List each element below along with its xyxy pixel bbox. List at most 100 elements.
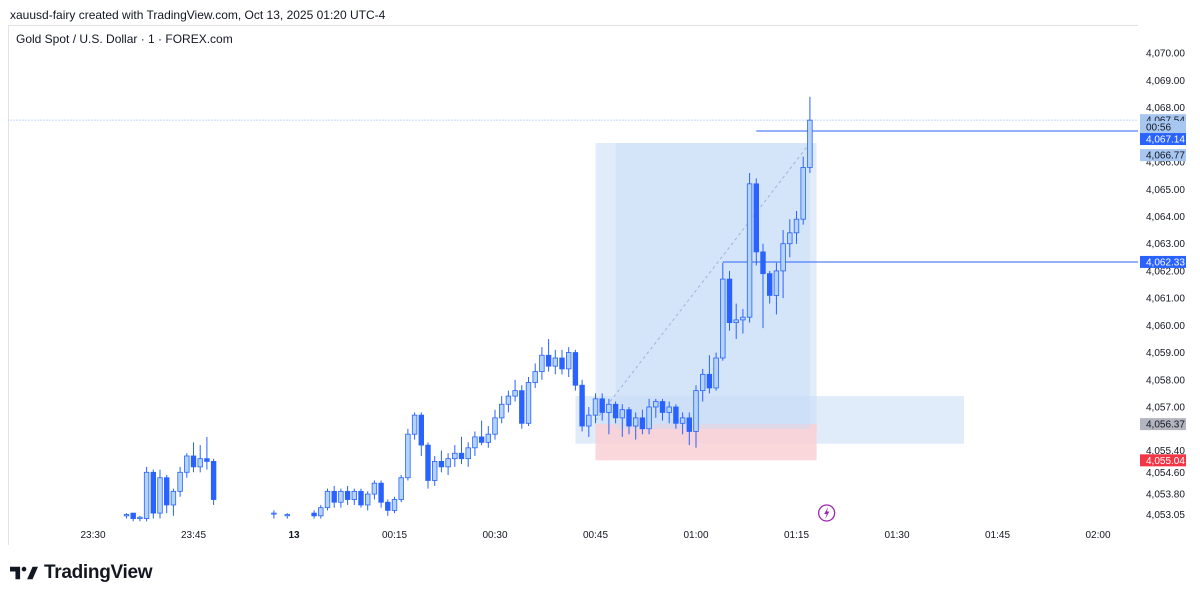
bull-candle <box>606 403 612 413</box>
price-badge <box>1140 454 1186 467</box>
price-badge <box>1140 121 1186 134</box>
plot-area <box>8 96 1138 522</box>
bull-candle <box>512 390 518 397</box>
price-tick-label: 4,055.40 <box>1146 446 1185 457</box>
bull-candle <box>592 398 599 416</box>
time-tick-label: 01:30 <box>884 530 909 541</box>
bull-candle <box>271 512 277 515</box>
bull-candle <box>391 499 398 511</box>
bull-candle <box>445 458 451 468</box>
bull-candle <box>411 414 418 435</box>
price-tick-label: 4,063.00 <box>1146 239 1185 250</box>
bull-candle <box>619 409 625 419</box>
price-tick-label: 4,060.00 <box>1146 321 1185 332</box>
price-tick-label: 4,070.00 <box>1146 49 1185 60</box>
bull-candle <box>807 119 813 168</box>
tradingview-logo-text: TradingView <box>44 562 153 583</box>
bear-candle <box>385 501 391 511</box>
price-tick-label: 4,053.05 <box>1146 510 1185 521</box>
chart-pane[interactable] <box>8 25 1138 545</box>
bear-candle <box>559 357 565 370</box>
bull-candle <box>318 507 324 517</box>
bull-candle <box>137 516 143 519</box>
bull-candle <box>713 357 719 389</box>
price-badge <box>1140 255 1186 268</box>
bull-candle <box>364 493 371 506</box>
bull-candle <box>633 417 639 427</box>
bull-candle <box>338 490 344 503</box>
price-tick-label: 4,059.00 <box>1146 348 1185 359</box>
time-tick-label: 00:15 <box>382 530 407 541</box>
price-badge <box>1140 133 1186 146</box>
bull-candle <box>793 218 800 234</box>
bull-candle <box>740 316 746 321</box>
price-badge-label: 00:56 <box>1146 123 1171 134</box>
bull-candle <box>284 514 290 517</box>
bull-candle <box>539 354 545 373</box>
chart-attribution: xauusd-fairy created with TradingView.co… <box>10 8 386 22</box>
bull-candle <box>800 167 806 220</box>
time-tick-label: 23:45 <box>181 530 206 541</box>
bear-candle <box>130 512 136 519</box>
bull-candle <box>532 371 538 383</box>
tradingview-logo[interactable]: TradingView <box>10 562 153 584</box>
bull-candle <box>646 406 652 430</box>
lightning-icon[interactable] <box>818 504 836 522</box>
price-tick-label: 4,068.00 <box>1146 103 1185 114</box>
bear-candle <box>425 444 431 481</box>
bear-candle <box>767 273 773 296</box>
bear-candle <box>760 251 766 275</box>
bear-candle <box>545 354 552 367</box>
price-tick-label: 4,066.00 <box>1146 158 1185 169</box>
bull-candle <box>653 401 659 408</box>
bull-candle <box>700 373 706 392</box>
bull-candle <box>170 490 177 506</box>
price-tick-label: 4,054.60 <box>1146 468 1185 479</box>
price-tick-label: 4,061.00 <box>1146 294 1185 305</box>
bear-candle <box>686 417 692 432</box>
price-tick-label: 4,069.00 <box>1146 76 1185 87</box>
bear-candle <box>659 401 666 413</box>
time-tick-label: 00:30 <box>482 530 507 541</box>
bear-candle <box>150 471 156 514</box>
symbol-title[interactable]: Gold Spot / U.S. Dollar · 1 · FOREX.com <box>16 32 233 46</box>
price-tick-label: 4,064.00 <box>1146 212 1185 223</box>
bull-candle <box>371 482 378 495</box>
bear-candle <box>344 490 351 500</box>
bear-candle <box>706 373 713 389</box>
time-tick-label: 01:45 <box>985 530 1010 541</box>
bull-candle <box>452 452 458 460</box>
bull-candle <box>693 390 699 432</box>
time-tick-label: 02:00 <box>1085 530 1110 541</box>
price-badge-label: 4,062.33 <box>1146 257 1185 268</box>
price-badge <box>1140 418 1186 431</box>
bull-candle <box>465 447 471 460</box>
price-tick-label: 4,053.80 <box>1146 490 1185 501</box>
bear-candle <box>726 278 733 324</box>
bear-candle <box>612 403 619 419</box>
bull-candle <box>746 183 753 318</box>
price-tick-label: 4,058.00 <box>1146 375 1185 386</box>
position-diagonal-line <box>595 142 811 421</box>
bull-candle <box>666 406 672 413</box>
bull-candle <box>552 357 558 367</box>
bear-candle <box>163 477 170 506</box>
bear-candle <box>626 409 632 427</box>
bear-candle <box>572 352 579 386</box>
price-badge-label: 4,056.37 <box>1146 420 1185 431</box>
bull-candle <box>184 455 190 473</box>
bear-candle <box>378 482 384 503</box>
time-tick-label: 01:15 <box>784 530 809 541</box>
bear-candle <box>190 455 197 468</box>
position-profit-band <box>615 143 810 429</box>
tradingview-logo-icon <box>10 566 38 580</box>
bear-candle <box>311 512 317 517</box>
lightning-icon-bolt <box>824 507 830 519</box>
bear-candle <box>478 436 485 443</box>
price-badge <box>1140 149 1186 162</box>
time-tick-label: 23:30 <box>80 530 105 541</box>
red-zone <box>595 424 817 461</box>
bear-candle <box>673 406 679 424</box>
bear-candle <box>204 458 210 462</box>
